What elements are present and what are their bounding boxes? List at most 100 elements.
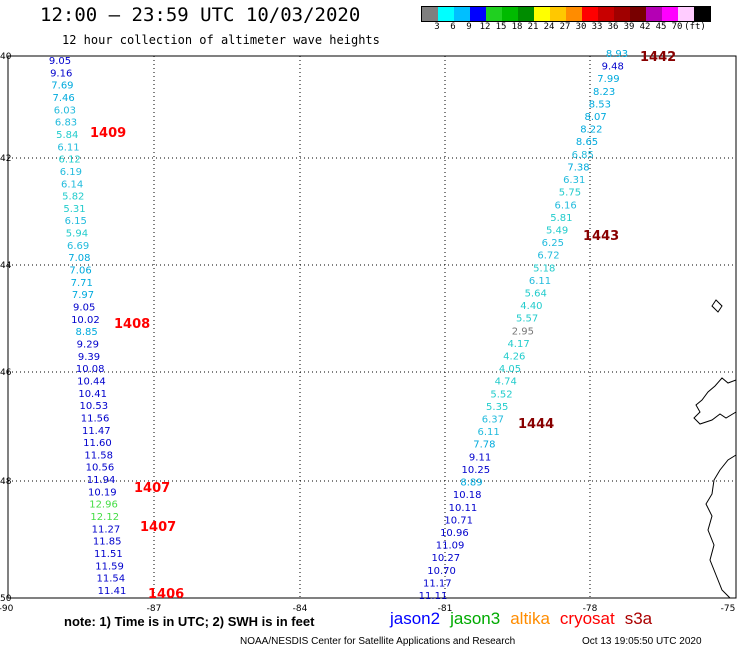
wave-height-value: 5.52: [490, 389, 512, 400]
colorbar-tick-label: 36: [607, 22, 619, 32]
legend-jason2: jason2: [390, 609, 441, 628]
latitude-label: 46: [0, 368, 12, 378]
wave-height-value: 6.11: [529, 276, 551, 287]
wave-height-value: 10.44: [77, 376, 106, 387]
wave-height-value: 11.47: [82, 426, 111, 437]
wave-height-value: 11.59: [95, 561, 124, 572]
legend-jason3: jason3: [450, 609, 501, 628]
wave-height-value: 5.75: [559, 188, 581, 199]
wave-height-value: 7.38: [567, 162, 589, 173]
latitude-label: 40: [0, 52, 12, 62]
colorbar-swatch: [422, 7, 438, 21]
wave-height-value: 6.31: [563, 175, 585, 186]
wave-height-value: 6.11: [477, 427, 499, 438]
wave-height-value: 10.18: [453, 490, 482, 501]
wave-height-value: 8.07: [584, 112, 606, 123]
colorbar-tick-label: 9: [466, 22, 472, 32]
colorbar-swatch: [598, 7, 614, 21]
pass-time-label: 1442: [640, 50, 676, 65]
colorbar-swatch: [694, 7, 710, 21]
wave-height-value: 6.11: [57, 142, 79, 153]
wave-height-value: 8.89: [460, 478, 482, 489]
wave-height-value: 5.18: [533, 263, 555, 274]
wave-height-value: 6.12: [59, 155, 81, 166]
legend-altika: altika: [510, 609, 550, 628]
latitude-label: 42: [0, 154, 11, 164]
wave-height-value: 6.03: [54, 105, 76, 116]
colorbar-tick-label: 18: [511, 22, 523, 32]
wave-height-value: 10.41: [78, 389, 107, 400]
wave-height-value: 10.27: [432, 553, 461, 564]
credit-timestamp: Oct 13 19:05:50 UTC 2020: [582, 636, 702, 647]
wave-height-value: 6.85: [572, 150, 594, 161]
wave-height-value: 11.41: [98, 586, 127, 597]
colorbar-tick-label: 70: [671, 22, 683, 32]
colorbar-swatch: [582, 7, 598, 21]
wave-height-value: 11.27: [92, 524, 121, 535]
wave-height-value: 8.65: [576, 137, 598, 148]
coastline: [711, 299, 723, 313]
colorbar-swatch: [678, 7, 694, 21]
pass-time-label: 1407: [134, 481, 170, 496]
wave-height-value: 6.16: [555, 200, 577, 211]
pass-time-label: 1407: [140, 520, 176, 535]
colorbar-swatch: [646, 7, 662, 21]
colorbar-swatch: [502, 7, 518, 21]
wave-height-value: 7.99: [597, 74, 619, 85]
pass-time-label: 1444: [518, 417, 554, 432]
pass-time-label: 1406: [148, 587, 184, 602]
colorbar-swatch: [614, 7, 630, 21]
wave-height-value: 4.26: [503, 352, 525, 363]
latitude-label: 48: [0, 477, 12, 487]
wave-height-value: 5.81: [550, 213, 572, 224]
wave-height-value: 5.84: [56, 130, 78, 141]
latitude-label: 50: [0, 594, 12, 604]
wave-height-value: 11.11: [419, 591, 448, 602]
wave-height-value: 10.96: [440, 528, 469, 539]
wave-height-colorbar: [421, 6, 711, 22]
longitude-label: -84: [293, 604, 308, 614]
satellite-legend: jason2 jason3 altika cryosat s3a: [390, 609, 662, 629]
wave-height-value: 5.31: [63, 204, 85, 215]
wave-height-value: 7.08: [68, 253, 90, 264]
colorbar-tick-label: 21: [527, 22, 539, 32]
colorbar-swatch: [454, 7, 470, 21]
wave-height-value: 8.22: [580, 125, 602, 136]
legend-s3a: s3a: [624, 609, 653, 628]
longitude-label: -90: [0, 604, 14, 614]
wave-height-value: 6.72: [537, 251, 559, 262]
wave-height-value: 8.93: [606, 49, 628, 60]
longitude-label: -78: [583, 604, 598, 614]
wave-height-value: 5.94: [66, 229, 88, 240]
wave-height-value: 5.49: [546, 225, 568, 236]
coastline: [693, 377, 737, 425]
wave-height-value: 4.40: [520, 301, 542, 312]
wave-height-value: 10.02: [71, 315, 100, 326]
wave-height-value: 11.51: [94, 549, 123, 560]
wave-height-value: 9.29: [77, 339, 99, 350]
colorbar-tick-label: 15: [495, 22, 507, 32]
wave-height-value: 6.37: [482, 415, 504, 426]
wave-height-value: 4.05: [499, 364, 521, 375]
wave-height-value: 6.14: [61, 179, 83, 190]
colorbar-tick-label: (ft): [684, 22, 706, 32]
wave-height-value: 6.15: [65, 216, 87, 227]
colorbar-swatch: [470, 7, 486, 21]
wave-height-value: 7.97: [72, 290, 94, 301]
map-title: 12:00 – 23:59 UTC 10/03/2020: [40, 4, 361, 26]
colorbar-tick-label: 27: [559, 22, 571, 32]
wave-height-value: 9.48: [602, 62, 624, 73]
wave-height-value: 10.25: [461, 465, 490, 476]
colorbar-swatch: [566, 7, 582, 21]
wave-height-value: 4.74: [495, 377, 517, 388]
wave-height-value: 12.96: [89, 500, 118, 511]
wave-height-value: 7.71: [71, 278, 93, 289]
wave-height-value: 10.71: [444, 515, 473, 526]
wave-height-value: 10.70: [427, 566, 456, 577]
wave-height-value: 9.05: [73, 303, 95, 314]
wave-height-value: 5.64: [525, 288, 547, 299]
wave-height-value: 11.56: [81, 413, 110, 424]
pass-time-label: 1408: [114, 317, 150, 332]
pass-time-label: 1443: [583, 229, 619, 244]
wave-height-value: 4.17: [507, 339, 529, 350]
